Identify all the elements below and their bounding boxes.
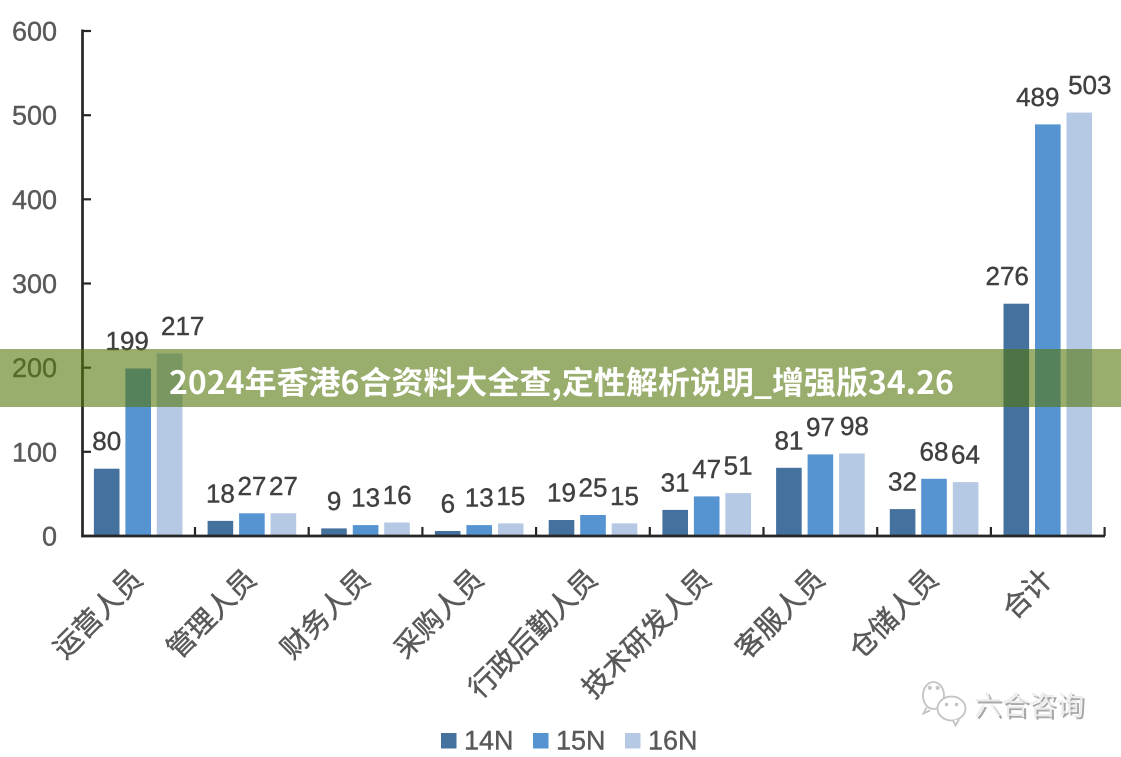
svg-text:31: 31 [661,467,690,497]
svg-text:300: 300 [12,269,57,299]
svg-text:15: 15 [496,481,525,511]
svg-text:100: 100 [12,437,57,467]
svg-text:19: 19 [547,478,576,508]
svg-text:503: 503 [1068,70,1111,100]
svg-text:16: 16 [383,480,412,510]
svg-text:15N: 15N [556,726,606,756]
svg-text:32: 32 [888,467,917,497]
svg-text:51: 51 [724,451,753,481]
svg-text:13: 13 [465,483,494,513]
svg-text:217: 217 [161,311,204,341]
svg-text:14N: 14N [464,726,514,756]
svg-text:27: 27 [269,471,298,501]
svg-text:600: 600 [12,17,57,47]
svg-text:25: 25 [579,473,608,503]
svg-text:489: 489 [1016,82,1059,112]
svg-text:47: 47 [692,454,721,484]
svg-text:97: 97 [806,412,835,442]
svg-text:500: 500 [12,101,57,131]
svg-text:64: 64 [951,440,980,470]
svg-text:6: 6 [441,489,455,519]
svg-text:13: 13 [351,483,380,513]
svg-text:27: 27 [237,471,266,501]
svg-text:18: 18 [206,478,235,508]
svg-text:81: 81 [774,425,803,455]
svg-text:400: 400 [12,185,57,215]
svg-text:80: 80 [92,426,121,456]
svg-text:68: 68 [920,436,949,466]
svg-text:15: 15 [610,481,639,511]
svg-text:16N: 16N [648,726,698,756]
svg-text:0: 0 [42,522,57,552]
svg-text:98: 98 [840,411,869,441]
svg-text:276: 276 [986,261,1029,291]
svg-text:9: 9 [327,486,341,516]
